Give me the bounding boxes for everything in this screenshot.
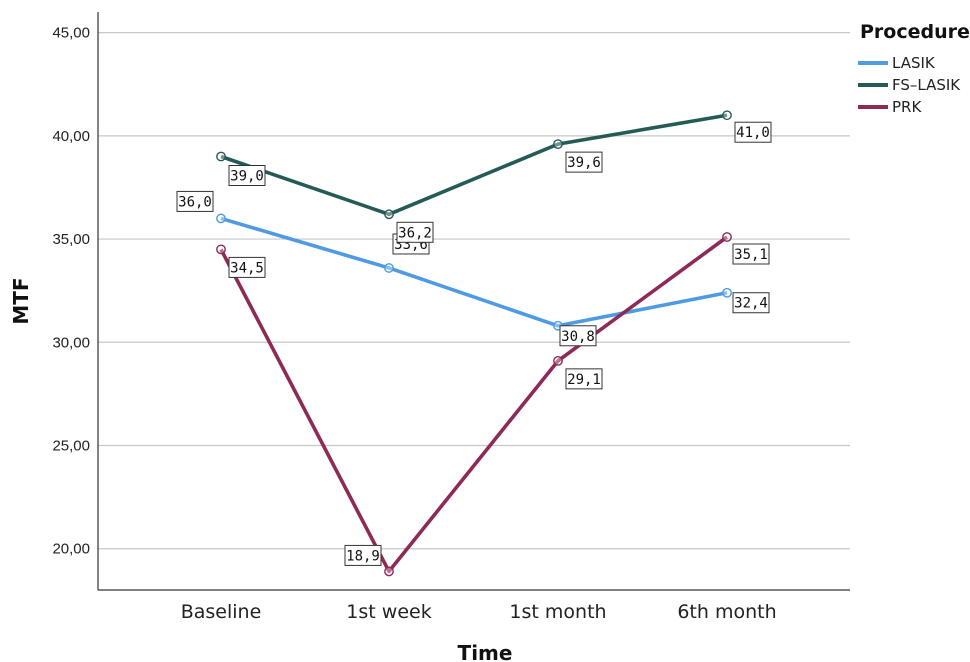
y-tick-label: 40,00 [52, 128, 90, 145]
data-label-box [732, 292, 770, 314]
data-point [384, 566, 394, 577]
data-label: 41,0 [736, 125, 770, 141]
legend-label: LASIK [892, 54, 936, 72]
data-label: 34,5 [230, 260, 264, 276]
data-label-box [565, 151, 603, 173]
data-label-box [732, 243, 770, 265]
data-point [216, 151, 226, 162]
data-label: 39,6 [567, 155, 601, 171]
y-axis-title: MTF [9, 277, 33, 324]
y-tick-label: 30,00 [52, 334, 90, 351]
series-line-prk [219, 235, 729, 574]
x-tick-label: 6th month [677, 601, 776, 623]
data-label-box [228, 165, 266, 186]
data-label-box [734, 121, 772, 143]
data-point [384, 209, 394, 220]
x-axis-title: Time [458, 641, 513, 662]
data-label-box [228, 256, 266, 278]
data-point [553, 355, 563, 366]
x-tick-label: Baseline [181, 601, 262, 623]
data-label-box [565, 368, 603, 390]
legend-title: Procedure [860, 21, 970, 43]
series-line-lasik [220, 216, 728, 328]
data-label: 18,9 [346, 548, 380, 564]
y-tick-label: 20,00 [52, 541, 90, 558]
data-point [553, 139, 563, 150]
data-point [216, 213, 226, 224]
data-label-box [344, 544, 382, 566]
data-label: 29,1 [567, 372, 601, 388]
data-label: 30,8 [561, 329, 595, 345]
data-point [722, 110, 732, 121]
y-tick-label: 35,00 [52, 231, 90, 248]
data-label-box [176, 190, 214, 212]
data-label: 35,1 [734, 247, 768, 263]
x-tick-label: 1st month [509, 601, 606, 623]
legend-label: FS–LASIK [892, 76, 961, 94]
data-point [722, 232, 732, 242]
series-line-fs-lasik [220, 113, 728, 217]
legend-label: PRK [892, 98, 922, 116]
data-point [722, 287, 732, 298]
data-label-box [396, 221, 434, 243]
data-label: 36,0 [178, 194, 212, 210]
data-point [384, 263, 394, 273]
data-label: 39,0 [230, 169, 264, 185]
data-label-box [559, 325, 597, 347]
data-label: 32,4 [734, 296, 768, 312]
data-label: 36,2 [398, 225, 432, 241]
x-tick-label: 1st week [346, 601, 431, 623]
data-point [216, 244, 226, 255]
y-tick-label: 25,00 [52, 438, 90, 455]
y-tick-label: 45,00 [52, 25, 90, 42]
